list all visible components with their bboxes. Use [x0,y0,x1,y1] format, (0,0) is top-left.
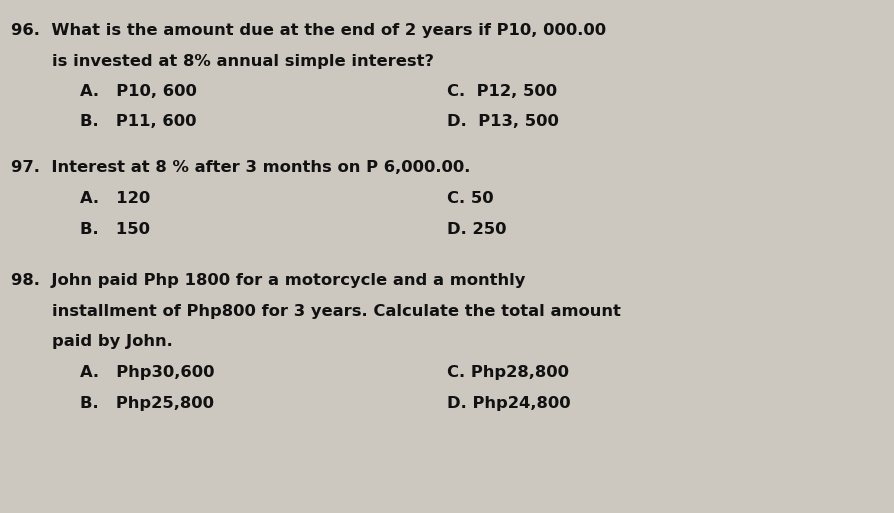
Text: C. Php28,800: C. Php28,800 [447,365,569,380]
Text: installment of Php800 for 3 years. Calculate the total amount: installment of Php800 for 3 years. Calcu… [52,304,620,319]
Text: B.   150: B. 150 [80,222,150,236]
Text: C. 50: C. 50 [447,191,493,206]
Text: B.   Php25,800: B. Php25,800 [80,396,215,411]
Text: 98.  John paid Php 1800 for a motorcycle and a monthly: 98. John paid Php 1800 for a motorcycle … [11,273,525,288]
Text: A.   Php30,600: A. Php30,600 [80,365,215,380]
Text: D. 250: D. 250 [447,222,507,236]
Text: D.  P13, 500: D. P13, 500 [447,114,559,129]
Text: B.   P11, 600: B. P11, 600 [80,114,197,129]
Text: 97.  Interest at 8 % after 3 months on P 6,000.00.: 97. Interest at 8 % after 3 months on P … [11,160,470,175]
Text: is invested at 8% annual simple interest?: is invested at 8% annual simple interest… [52,54,434,69]
Text: A.   120: A. 120 [80,191,151,206]
Text: 96.  What is the amount due at the end of 2 years if P10, 000.00: 96. What is the amount due at the end of… [11,23,606,38]
Text: C.  P12, 500: C. P12, 500 [447,84,557,98]
Text: paid by John.: paid by John. [52,334,173,349]
Text: D. Php24,800: D. Php24,800 [447,396,570,411]
Text: A.   P10, 600: A. P10, 600 [80,84,198,98]
